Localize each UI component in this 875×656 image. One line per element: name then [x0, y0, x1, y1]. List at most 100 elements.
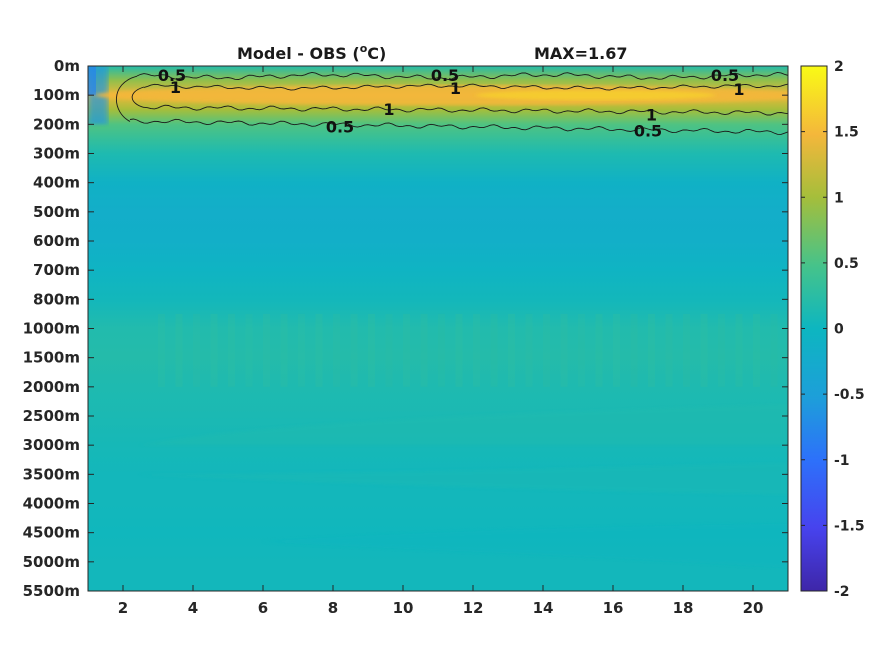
- y-tick-label: 1000m: [23, 320, 80, 338]
- heatmap-overlays: [88, 66, 788, 568]
- streak: [490, 313, 498, 387]
- x-tick-label: 20: [743, 599, 764, 617]
- colorbar-tick-label: 2: [834, 59, 844, 75]
- contour-label: 0.5: [326, 117, 354, 136]
- colorbar-tick-label: -2: [834, 584, 850, 600]
- colorbar-tick-label: -0.5: [834, 387, 865, 403]
- x-tick-label: 12: [463, 599, 484, 617]
- streak: [525, 313, 533, 387]
- contour-label: 0.5: [431, 66, 459, 85]
- deep-tongue-upper: [140, 404, 788, 446]
- contour-1-left: [131, 86, 145, 108]
- y-tick-label: 700m: [33, 261, 80, 279]
- streak: [718, 313, 725, 387]
- y-tick-label: 5000m: [23, 553, 80, 571]
- streak: [403, 313, 410, 387]
- streak: [683, 313, 690, 387]
- y-tick-label: 200m: [33, 115, 80, 133]
- streak: [193, 313, 200, 387]
- contour-1-top: [143, 83, 788, 91]
- colorbar: 2 1.5 1 0.5 0 -0.5 -1 -1.5 -2: [800, 59, 865, 600]
- y-tick-label: 400m: [33, 174, 80, 192]
- x-tick-label: 4: [188, 599, 198, 617]
- y-tick-label: 0m: [54, 57, 80, 75]
- streak: [158, 313, 165, 387]
- streak: [245, 313, 253, 387]
- chart-title: Model - OBS (oC) MAX=1.67: [237, 42, 628, 63]
- streak: [735, 313, 743, 387]
- contour-label: 1: [733, 80, 744, 99]
- y-tick-label: 2500m: [23, 407, 80, 425]
- colorbar-tick-label: 0.5: [834, 256, 859, 272]
- x-axis: 2 4 6 8 10 12 14 16 18 20: [118, 66, 764, 617]
- y-tick-label: 5500m: [23, 582, 80, 600]
- streak: [508, 313, 515, 387]
- streak: [438, 313, 445, 387]
- streak: [770, 313, 778, 387]
- contour-05-left: [116, 75, 138, 122]
- streak: [665, 313, 673, 387]
- y-tick-label: 800m: [33, 290, 80, 308]
- left-edge-core: [88, 66, 96, 96]
- streak: [630, 313, 638, 387]
- x-tick-label: 8: [328, 599, 338, 617]
- plot-area: [87, 65, 789, 592]
- streak: [263, 313, 270, 387]
- x-tick-label: 10: [393, 599, 414, 617]
- x-tick-label: 16: [603, 599, 624, 617]
- title-max: MAX=1.67: [534, 44, 628, 63]
- title-left: Model - OBS (oC): [237, 42, 386, 63]
- streak: [613, 313, 620, 387]
- streak: [578, 313, 585, 387]
- streak: [315, 313, 323, 387]
- contour-label: 1: [170, 78, 181, 97]
- max-core: [475, 90, 716, 101]
- streak: [648, 313, 655, 387]
- streak: [753, 313, 760, 387]
- heatmap-field: [88, 66, 788, 591]
- y-tick-label: 3000m: [23, 436, 80, 454]
- streak: [350, 313, 358, 387]
- deep-tongue-bottom: [263, 523, 788, 568]
- streak: [560, 313, 568, 387]
- contour-label: 1: [383, 100, 394, 119]
- x-tick-label: 18: [673, 599, 694, 617]
- warm-core: [95, 85, 788, 106]
- colorbar-ticks: 2 1.5 1 0.5 0 -0.5 -1 -1.5 -2: [801, 59, 865, 600]
- streak: [210, 313, 218, 387]
- streak: [700, 313, 708, 387]
- contour-label: 1: [450, 79, 461, 98]
- contour-05-top: [136, 71, 788, 80]
- streak: [385, 313, 393, 387]
- colorbar-tick-label: -1.5: [834, 518, 865, 534]
- colorbar-tick-label: 0: [834, 322, 844, 338]
- x-tick-label: 2: [118, 599, 128, 617]
- x-tick-label: 14: [533, 599, 554, 617]
- deep-tongue-lower: [137, 462, 788, 495]
- streak: [298, 313, 305, 387]
- y-tick-label: 600m: [33, 232, 80, 250]
- contour-05-bot: [129, 118, 788, 135]
- y-tick-label: 100m: [33, 86, 80, 104]
- y-tick-label: 3500m: [23, 465, 80, 483]
- y-tick-label: 1500m: [23, 349, 80, 367]
- streak: [228, 313, 235, 387]
- colorbar-tick-label: -1: [834, 453, 850, 469]
- streak: [280, 313, 288, 387]
- contour-label: 0.5: [634, 122, 662, 141]
- y-axis: 0m 100m 200m 300m 400m 500m 600m 700m 800m 1000m 1…: [23, 57, 788, 600]
- contour-1-bot: [143, 104, 788, 116]
- streak: [420, 313, 428, 387]
- x-tick-label: 6: [258, 599, 268, 617]
- colorbar-tick-label: 1: [834, 190, 844, 206]
- colorbar-tick-label: 1.5: [834, 125, 859, 141]
- streak: [473, 313, 480, 387]
- y-tick-label: 4000m: [23, 495, 80, 513]
- streak: [368, 313, 375, 387]
- streak: [333, 313, 340, 387]
- streak: [595, 313, 603, 387]
- colorbar-gradient: [800, 65, 828, 592]
- y-tick-label: 4500m: [23, 524, 80, 542]
- contour-label: 0.5: [711, 66, 739, 85]
